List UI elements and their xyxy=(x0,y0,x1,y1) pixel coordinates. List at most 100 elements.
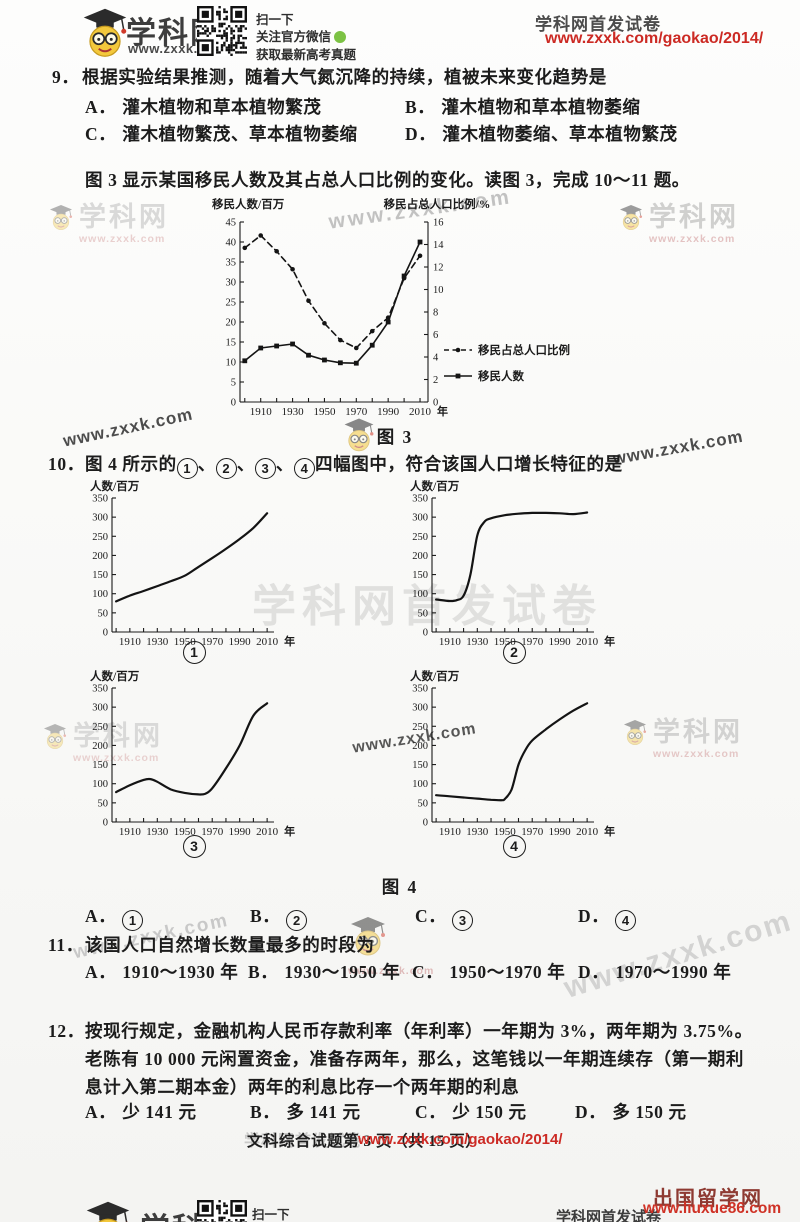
q12-option-c-text: 少 150 元 xyxy=(452,1102,527,1122)
q11-option-c-text: 1950～1970 年 xyxy=(449,962,566,982)
q11-option-d: D． 1970～1990 年 xyxy=(578,959,731,984)
circled-1: 1 xyxy=(176,458,198,479)
q9-option-d-label: D． xyxy=(405,124,437,144)
bottom-issue-title: 学科网首发试卷 xyxy=(556,1209,662,1222)
svg-text:250: 250 xyxy=(412,722,428,733)
svg-text:40: 40 xyxy=(226,238,237,249)
svg-text:350: 350 xyxy=(412,494,428,505)
svg-text:5: 5 xyxy=(231,378,236,389)
svg-text:200: 200 xyxy=(92,551,108,562)
q11-option-a-label: A． xyxy=(85,962,117,982)
question-12-line2: 老陈有 10 000 元闲置资金，准备存两年，那么，这笔钱以一年期连续存（第一期… xyxy=(85,1049,744,1069)
svg-text:50: 50 xyxy=(98,798,109,809)
circled-2: 2 xyxy=(215,458,237,479)
q10-stem-prefix: 图 4 所示的 xyxy=(85,454,177,474)
figure4-sub-caption-4: 4 xyxy=(408,835,620,858)
question-12: 12．按现行规定，金融机构人民币存款利率（年利率）一年期为 3%，两年期为 3.… xyxy=(48,1018,753,1043)
svg-text:1990: 1990 xyxy=(549,636,572,648)
svg-text:16: 16 xyxy=(433,218,444,229)
qr-code-icon xyxy=(197,1200,247,1222)
svg-text:30: 30 xyxy=(226,278,237,289)
svg-text:150: 150 xyxy=(412,760,428,771)
question-9-number: 9． xyxy=(52,67,80,87)
svg-text:移民人数/百万: 移民人数/百万 xyxy=(212,197,285,211)
q10-sep1: 、 xyxy=(197,454,216,474)
q10-stem-suffix: 四幅图中，符合该国人口增长特征的是 xyxy=(315,454,623,474)
q12-option-a-label: A． xyxy=(85,1102,117,1122)
svg-text:10: 10 xyxy=(433,285,444,296)
svg-text:14: 14 xyxy=(433,240,444,251)
svg-text:50: 50 xyxy=(98,608,109,619)
q10-option-b-label: B． xyxy=(250,906,281,926)
svg-text:200: 200 xyxy=(412,551,428,562)
svg-text:年: 年 xyxy=(284,634,295,648)
q11-option-c-label: C． xyxy=(412,962,444,982)
svg-text:2010: 2010 xyxy=(256,636,279,648)
circled-4: 4 xyxy=(294,458,316,479)
q10-option-d: D． 4 xyxy=(578,903,637,931)
logo-watermark: 学科网 www.zxxk.com xyxy=(618,202,739,245)
q9-option-b-text: 灌木植物和草本植物萎缩 xyxy=(441,97,641,117)
q10-option-c: C． 3 xyxy=(415,903,474,931)
svg-text:8: 8 xyxy=(433,308,438,319)
circled-4: 4 xyxy=(502,835,526,858)
zxxk-brand-bottom: 学科网 xyxy=(140,1204,236,1222)
footer-url: www.zxxk.com/gaokao/2014/ xyxy=(358,1131,563,1148)
liuxue-url: www.liuxue86.com xyxy=(643,1200,782,1217)
svg-text:100: 100 xyxy=(412,779,428,790)
question-11-stem: 该国人口自然增长数量最多的时段为 xyxy=(85,935,375,955)
zxxk-mascot-icon xyxy=(83,1198,133,1222)
figure4-caption: 图 4 xyxy=(381,877,419,897)
svg-text:15: 15 xyxy=(226,338,237,349)
circled-3: 3 xyxy=(452,910,474,931)
svg-text:6: 6 xyxy=(433,330,438,341)
q10-option-d-label: D． xyxy=(578,906,610,926)
svg-text:2: 2 xyxy=(433,375,438,386)
svg-text:100: 100 xyxy=(92,589,108,600)
svg-text:人数/百万: 人数/百万 xyxy=(410,669,460,683)
q12-option-d: D．多 150 元 xyxy=(575,1099,687,1124)
svg-text:150: 150 xyxy=(92,570,108,581)
svg-text:移民占总人口比例: 移民占总人口比例 xyxy=(478,343,570,357)
question-11: 11．该国人口自然增长数量最多的时段为 xyxy=(48,932,375,957)
svg-text:300: 300 xyxy=(92,513,108,524)
svg-text:移民占总人口比例/%: 移民占总人口比例/% xyxy=(384,197,491,211)
svg-text:0: 0 xyxy=(103,628,108,639)
svg-text:250: 250 xyxy=(412,532,428,543)
qr-caption-2-text: 关注官方微信 xyxy=(256,30,332,44)
svg-text:2010: 2010 xyxy=(256,826,279,838)
svg-text:1910: 1910 xyxy=(439,636,462,648)
q9-option-a-text: 灌木植物和草本植物繁茂 xyxy=(122,97,322,117)
svg-text:1970: 1970 xyxy=(201,636,224,648)
svg-text:1930: 1930 xyxy=(282,406,305,418)
figure3-caption: 图 3 xyxy=(376,427,414,447)
svg-text:200: 200 xyxy=(412,741,428,752)
svg-text:35: 35 xyxy=(226,258,237,269)
svg-text:年: 年 xyxy=(437,404,448,418)
question-10: 10．图 4 所示的 1、 2、 3、 4 四幅图中，符合该国人口增长特征的是 xyxy=(48,451,623,479)
svg-text:1930: 1930 xyxy=(146,826,169,838)
svg-text:25: 25 xyxy=(226,298,237,309)
q9-option-a: A． 灌木植物和草本植物繁茂 xyxy=(85,94,321,119)
q11-option-b-text: 1930～1950 年 xyxy=(284,962,401,982)
svg-text:人数/百万: 人数/百万 xyxy=(90,479,140,493)
svg-text:1990: 1990 xyxy=(549,826,572,838)
svg-text:1990: 1990 xyxy=(377,406,400,418)
qr-caption-2: 关注官方微信 xyxy=(256,26,347,45)
svg-text:12: 12 xyxy=(433,263,444,274)
svg-text:150: 150 xyxy=(412,570,428,581)
q9-option-c-label: C． xyxy=(85,124,117,144)
q12-option-b-label: B． xyxy=(250,1102,281,1122)
svg-text:45: 45 xyxy=(226,218,237,229)
q10-sep2: 、 xyxy=(236,454,255,474)
svg-text:0: 0 xyxy=(433,398,438,409)
svg-text:200: 200 xyxy=(92,741,108,752)
q12-option-a-text: 少 141 元 xyxy=(122,1102,197,1122)
svg-text:300: 300 xyxy=(412,513,428,524)
svg-text:350: 350 xyxy=(92,494,108,505)
svg-text:100: 100 xyxy=(92,779,108,790)
q12-option-c: C．少 150 元 xyxy=(415,1099,527,1124)
